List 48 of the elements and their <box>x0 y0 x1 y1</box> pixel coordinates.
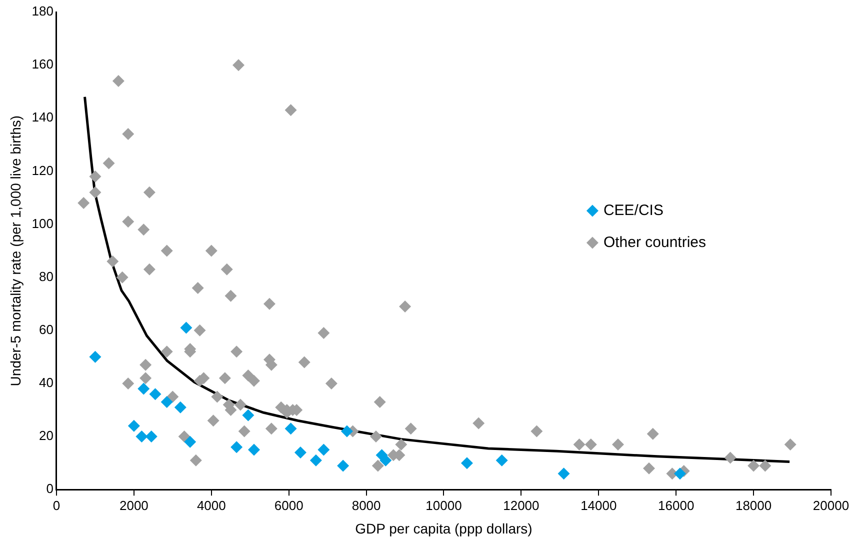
x-tick-label: 6000 <box>274 498 304 513</box>
y-tick-label: 20 <box>39 428 54 444</box>
x-tick-label: 12000 <box>503 498 540 513</box>
point <box>136 430 148 443</box>
y-tick-label: 0 <box>46 481 54 496</box>
point <box>496 454 508 466</box>
point <box>310 454 322 466</box>
x-tick-label: 2000 <box>119 498 148 513</box>
y-tick-label: 40 <box>39 375 54 390</box>
x-tick-label: 8000 <box>352 498 381 513</box>
point <box>128 420 140 432</box>
y-axis-title: Under-5 mortality rate (per 1,000 live births) <box>7 115 24 386</box>
y-tick-label: 120 <box>32 162 54 178</box>
x-tick-label: 16000 <box>658 498 694 513</box>
point <box>674 468 686 480</box>
y-tick-label: 60 <box>39 322 54 337</box>
point <box>89 350 102 363</box>
point <box>145 430 158 443</box>
point <box>340 425 353 438</box>
point <box>294 446 306 458</box>
legend-label: Other countries <box>603 234 706 251</box>
y-tick-label: 140 <box>32 110 54 125</box>
x-axis-title: GDP per capita (ppp dollars) <box>355 520 532 536</box>
point <box>318 444 330 456</box>
point <box>230 441 243 454</box>
point <box>160 396 173 408</box>
point <box>138 382 150 395</box>
y-tick-label: 100 <box>32 216 54 231</box>
point <box>149 388 162 400</box>
point <box>184 436 196 448</box>
y-tick-label: 160 <box>32 56 54 72</box>
y-tick-label: 180 <box>32 4 54 19</box>
point <box>174 401 186 414</box>
point <box>337 460 350 472</box>
x-tick-label: 20000 <box>812 498 850 513</box>
point <box>558 468 570 480</box>
y-tick-label: 80 <box>39 268 54 284</box>
x-tick-label: 4000 <box>196 498 226 513</box>
x-tick-label: 18000 <box>735 498 772 513</box>
x-tick-label: 10000 <box>426 498 462 513</box>
x-tick-label: 14000 <box>580 498 617 513</box>
point <box>242 409 254 422</box>
point <box>248 444 260 456</box>
point <box>380 454 392 466</box>
point <box>460 457 473 470</box>
point <box>284 422 297 435</box>
point <box>180 322 192 334</box>
legend-label: CEE/CIS <box>603 202 664 219</box>
